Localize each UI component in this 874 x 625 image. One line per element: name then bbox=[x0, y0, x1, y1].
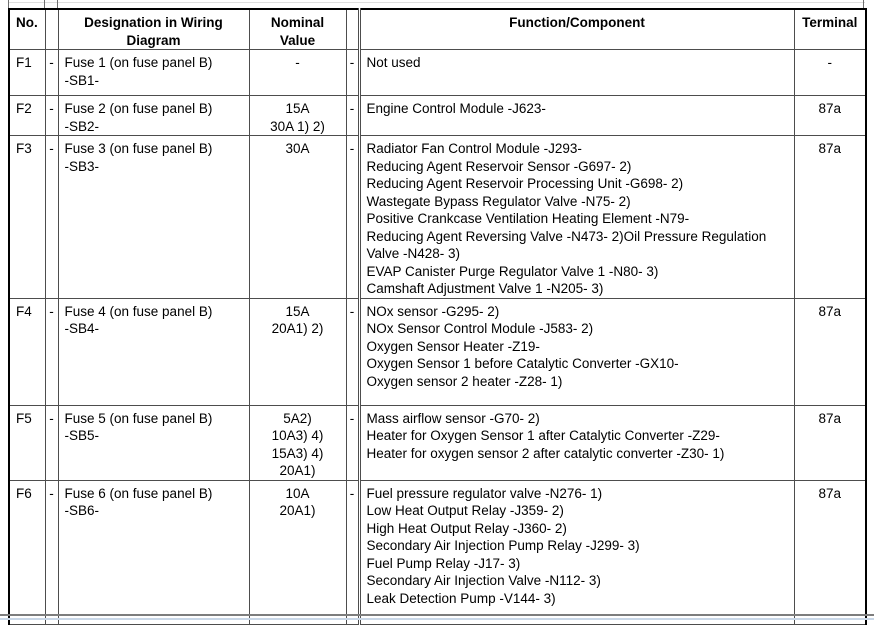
cell-dash: - bbox=[44, 49, 59, 96]
cell-fuse-no: F2 bbox=[8, 95, 46, 136]
cell-function-component: Mass airflow sensor -G70- 2) Heater for … bbox=[357, 404, 795, 481]
cell-nominal-value: - bbox=[248, 49, 347, 96]
header-blank-1 bbox=[44, 8, 59, 50]
cell-function-component: Radiator Fan Control Module -J293- Reduc… bbox=[357, 135, 795, 299]
table-row-f6: F6 - Fuse 6 (on fuse panel B) -SB6- 10A … bbox=[8, 479, 867, 619]
column-border-stub bbox=[44, 0, 45, 9]
table-row-f2: F2 - Fuse 2 (on fuse panel B) -SB2- 15A … bbox=[8, 95, 867, 136]
header-terminal: Terminal bbox=[793, 8, 867, 50]
page-bottom-edge bbox=[0, 618, 874, 620]
header-no: No. bbox=[8, 8, 46, 50]
cell-terminal: 87a bbox=[793, 135, 867, 299]
cell-dash: - bbox=[44, 479, 59, 619]
table-row-f4: F4 - Fuse 4 (on fuse panel B) -SB4- 15A … bbox=[8, 297, 867, 406]
cell-dash: - bbox=[345, 135, 360, 299]
cell-function-component: Not used bbox=[357, 49, 795, 96]
previous-row-cut-line bbox=[8, 2, 865, 3]
cell-dash: - bbox=[345, 297, 360, 406]
cell-designation: Fuse 6 (on fuse panel B) -SB6- bbox=[57, 479, 250, 619]
cell-fuse-no: F3 bbox=[8, 135, 46, 299]
column-border-stub bbox=[8, 0, 9, 9]
cell-nominal-value: 10A 20A1) bbox=[248, 479, 347, 619]
cell-terminal: 87a bbox=[793, 95, 867, 136]
column-border-stub bbox=[57, 0, 58, 9]
cell-nominal-value: 15A 30A 1) 2) bbox=[248, 95, 347, 136]
cell-dash: - bbox=[345, 404, 360, 481]
cell-dash: - bbox=[345, 49, 360, 96]
cell-dash: - bbox=[345, 479, 360, 619]
cell-terminal: 87a bbox=[793, 479, 867, 619]
fuse-assignment-table: No. Designation in Wiring Diagram Nomina… bbox=[8, 8, 867, 625]
cell-dash: - bbox=[44, 135, 59, 299]
cell-fuse-no: F4 bbox=[8, 297, 46, 406]
cell-fuse-no: F1 bbox=[8, 49, 46, 96]
header-designation: Designation in Wiring Diagram bbox=[57, 8, 250, 50]
cell-nominal-value: 30A bbox=[248, 135, 347, 299]
cell-function-component: Fuel pressure regulator valve -N276- 1) … bbox=[357, 479, 795, 619]
cell-designation: Fuse 2 (on fuse panel B) -SB2- bbox=[57, 95, 250, 136]
cell-designation: Fuse 1 (on fuse panel B) -SB1- bbox=[57, 49, 250, 96]
cell-nominal-value: 15A 20A1) 2) bbox=[248, 297, 347, 406]
cell-terminal: 87a bbox=[793, 404, 867, 481]
cell-dash: - bbox=[44, 297, 59, 406]
cell-fuse-no: F5 bbox=[8, 404, 46, 481]
cell-designation: Fuse 3 (on fuse panel B) -SB3- bbox=[57, 135, 250, 299]
cell-designation: Fuse 4 (on fuse panel B) -SB4- bbox=[57, 297, 250, 406]
table-header-row: No. Designation in Wiring Diagram Nomina… bbox=[8, 8, 867, 50]
table-row-f1: F1 - Fuse 1 (on fuse panel B) -SB1- - - … bbox=[8, 49, 867, 96]
cell-fuse-no: F6 bbox=[8, 479, 46, 619]
table-cut-line bbox=[0, 614, 874, 616]
cell-function-component: Engine Control Module -J623- bbox=[357, 95, 795, 136]
cell-function-component: NOx sensor -G295- 2) NOx Sensor Control … bbox=[357, 297, 795, 406]
table-row-f5: F5 - Fuse 5 (on fuse panel B) -SB5- 5A2)… bbox=[8, 404, 867, 481]
header-blank-2 bbox=[345, 8, 360, 50]
cell-dash: - bbox=[44, 95, 59, 136]
cell-designation: Fuse 5 (on fuse panel B) -SB5- bbox=[57, 404, 250, 481]
cell-terminal: 87a bbox=[793, 297, 867, 406]
header-function-component: Function/Component bbox=[357, 8, 795, 50]
cell-nominal-value: 5A2) 10A3) 4) 15A3) 4) 20A1) bbox=[248, 404, 347, 481]
cell-terminal: - bbox=[793, 49, 867, 96]
cell-dash: - bbox=[345, 95, 360, 136]
header-nominal-value: Nominal Value bbox=[248, 8, 347, 50]
table-row-f3: F3 - Fuse 3 (on fuse panel B) -SB3- 30A … bbox=[8, 135, 867, 299]
column-border-stub bbox=[863, 0, 864, 9]
cell-dash: - bbox=[44, 404, 59, 481]
